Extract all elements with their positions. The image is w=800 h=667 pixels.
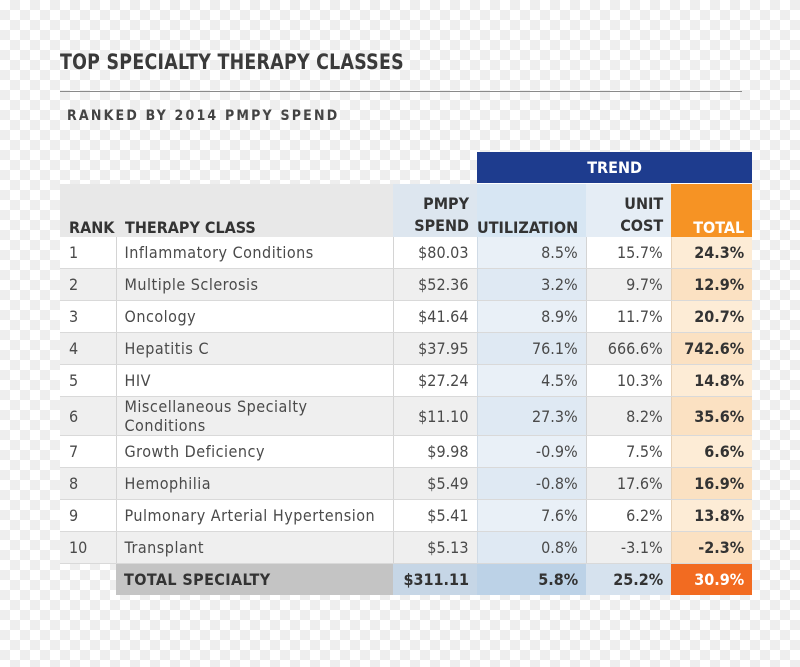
cell-unit-cost: 11.7% [585, 300, 672, 333]
cell-unit-cost: 15.7% [585, 237, 672, 269]
cell-pmpy: $5.41 [392, 499, 477, 532]
cell-utilization: 8.5% [476, 237, 587, 269]
cell-total: 14.8% [670, 364, 753, 397]
cell-therapy-class: Multiple Sclerosis [116, 268, 393, 301]
cell-pmpy: $80.03 [392, 237, 477, 269]
col-header-pmpy-spend: PMPY SPEND [393, 183, 477, 237]
cell-pmpy: $37.95 [392, 332, 477, 365]
cell-rank: 8 [60, 467, 117, 500]
cell-unit-cost: 8.2% [585, 396, 672, 436]
cell-utilization: 27.3% [476, 396, 587, 436]
page-title: TOP SPECIALTY THERAPY CLASSES [60, 50, 404, 74]
cell-rank: 1 [60, 237, 117, 269]
total-specialty-row: TOTAL SPECIALTY $311.11 5.8% 25.2% 30.9% [60, 563, 753, 596]
title-divider [60, 91, 742, 92]
col-header-pmpy-line2: SPEND [414, 216, 469, 235]
trend-header-row: TREND [60, 152, 753, 184]
cell-utilization: 3.2% [476, 268, 587, 301]
cell-total: 20.7% [670, 300, 753, 333]
table-row: 3 Oncology $41.64 8.9% 11.7% 20.7% [60, 300, 753, 333]
cell-total: 742.6% [670, 332, 753, 365]
table-row: 4 Hepatitis C $37.95 76.1% 666.6% 742.6% [60, 332, 753, 365]
specialty-therapy-table: TREND RANK THERAPY CLASS PMPY SPEND UTILI… [60, 152, 753, 596]
cell-therapy-class: Oncology [116, 300, 393, 333]
total-row-spacer [60, 564, 116, 596]
col-header-utilization: UTILIZATION [477, 183, 587, 237]
cell-unit-cost: 666.6% [585, 332, 672, 365]
cell-unit-cost: 9.7% [585, 268, 672, 301]
cell-utilization: 7.6% [476, 499, 587, 532]
cell-total: 12.9% [670, 268, 753, 301]
cell-therapy-class: Hemophilia [116, 467, 393, 500]
table-row: 5 HIV $27.24 4.5% 10.3% 14.8% [60, 364, 753, 397]
cell-pmpy: $11.10 [392, 396, 477, 436]
cell-rank: 6 [60, 396, 117, 436]
col-header-pmpy-line1: PMPY [423, 194, 469, 213]
cell-pmpy: $9.98 [392, 435, 477, 468]
trend-spacer [60, 152, 477, 184]
col-header-unit-line2: COST [620, 216, 664, 235]
cell-therapy-class: Miscellaneous Specialty Conditions [116, 396, 393, 436]
page-subtitle: RANKED BY 2014 PMPY SPEND [67, 108, 340, 124]
cell-pmpy: $41.64 [392, 300, 477, 333]
cell-total: 13.8% [670, 499, 753, 532]
col-header-total: TOTAL [671, 183, 753, 237]
cell-rank: 2 [60, 268, 117, 301]
cell-therapy-class: Pulmonary Arterial Hypertension [116, 499, 393, 532]
cell-rank: 10 [60, 531, 117, 564]
cell-total: 16.9% [670, 467, 753, 500]
col-header-unit-cost: UNIT COST [586, 183, 672, 237]
cell-therapy-class: Inflammatory Conditions [116, 237, 393, 269]
col-header-therapy-class: THERAPY CLASS [116, 183, 393, 237]
table-row: 1 Inflammatory Conditions $80.03 8.5% 15… [60, 237, 753, 269]
cell-unit-cost: 7.5% [585, 435, 672, 468]
cell-total: 24.3% [670, 237, 753, 269]
cell-pmpy: $27.24 [392, 364, 477, 397]
table-body: 1 Inflammatory Conditions $80.03 8.5% 15… [60, 237, 753, 564]
cell-therapy-class: Growth Deficiency [116, 435, 393, 468]
cell-utilization: 8.9% [476, 300, 587, 333]
cell-unit-cost: 17.6% [585, 467, 672, 500]
total-row-total: 30.9% [671, 563, 753, 595]
cell-total: 6.6% [670, 435, 753, 468]
table-row: 9 Pulmonary Arterial Hypertension $5.41 … [60, 499, 753, 532]
table-row: 8 Hemophilia $5.49 -0.8% 17.6% 16.9% [60, 467, 753, 500]
cell-unit-cost: 10.3% [585, 364, 672, 397]
cell-rank: 4 [60, 332, 117, 365]
table-row: 2 Multiple Sclerosis $52.36 3.2% 9.7% 12… [60, 268, 753, 301]
table-row: 6 Miscellaneous Specialty Conditions $11… [60, 396, 753, 436]
cell-pmpy: $5.49 [392, 467, 477, 500]
cell-total: 35.6% [670, 396, 753, 436]
cell-pmpy: $5.13 [392, 531, 477, 564]
total-row-utilization: 5.8% [477, 563, 587, 595]
cell-utilization: -0.9% [476, 435, 587, 468]
cell-utilization: 76.1% [476, 332, 587, 365]
total-row-unit-cost: 25.2% [586, 563, 672, 595]
cell-therapy-class: Transplant [116, 531, 393, 564]
cell-total: -2.3% [670, 531, 753, 564]
trend-header: TREND [477, 152, 753, 184]
cell-rank: 3 [60, 300, 117, 333]
cell-rank: 5 [60, 364, 117, 397]
total-row-label: TOTAL SPECIALTY [116, 563, 393, 595]
cell-rank: 7 [60, 435, 117, 468]
cell-utilization: -0.8% [476, 467, 587, 500]
col-header-rank: RANK [60, 183, 116, 237]
cell-unit-cost: -3.1% [585, 531, 672, 564]
cell-utilization: 4.5% [476, 364, 587, 397]
table-row: 10 Transplant $5.13 0.8% -3.1% -2.3% [60, 531, 753, 564]
total-row-pmpy: $311.11 [393, 563, 477, 595]
col-header-unit-line1: UNIT [624, 194, 664, 213]
cell-rank: 9 [60, 499, 117, 532]
column-header-row: RANK THERAPY CLASS PMPY SPEND UTILIZATION… [60, 183, 753, 237]
cell-pmpy: $52.36 [392, 268, 477, 301]
table-row: 7 Growth Deficiency $9.98 -0.9% 7.5% 6.6… [60, 435, 753, 468]
cell-therapy-class: Hepatitis C [116, 332, 393, 365]
cell-unit-cost: 6.2% [585, 499, 672, 532]
cell-therapy-class: HIV [116, 364, 393, 397]
cell-utilization: 0.8% [476, 531, 587, 564]
